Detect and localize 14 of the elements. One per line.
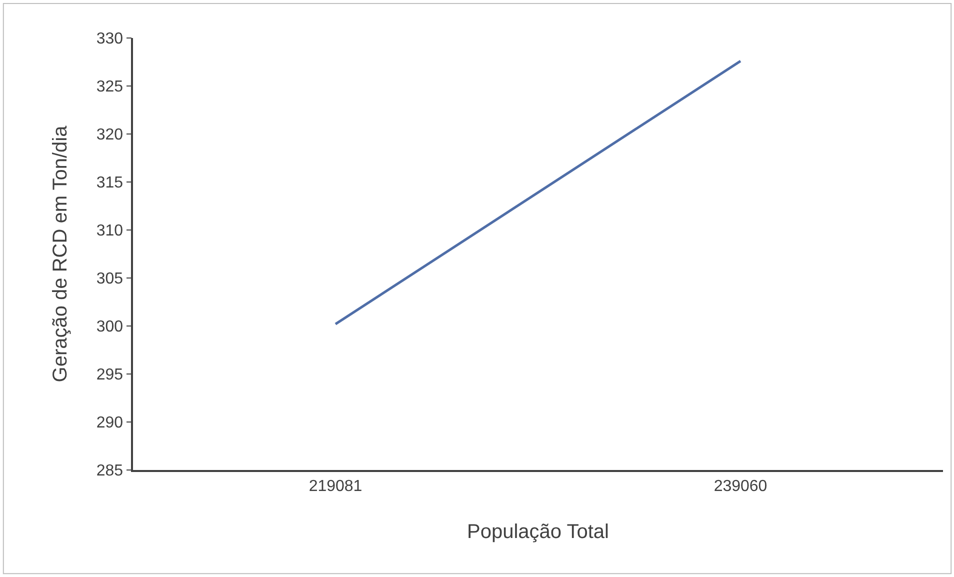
y-tick-label: 295 <box>96 366 124 384</box>
x-tick-label: 219081 <box>308 478 362 495</box>
y-tick-label: 300 <box>96 318 124 336</box>
x-axis-title: População Total <box>467 520 609 543</box>
y-tick-label: 315 <box>96 174 124 192</box>
y-axis-title: Geração de RCD em Ton/dia <box>49 124 72 382</box>
y-tick-label: 330 <box>96 30 124 48</box>
x-tick-label: 239060 <box>714 478 768 495</box>
y-tick-label: 290 <box>96 414 124 432</box>
y-tick-label: 325 <box>96 78 124 96</box>
y-tick-label: 285 <box>96 462 124 480</box>
y-tick-label: 310 <box>96 222 124 240</box>
y-tick-label: 305 <box>96 270 124 288</box>
y-tick-label: 320 <box>96 126 124 144</box>
